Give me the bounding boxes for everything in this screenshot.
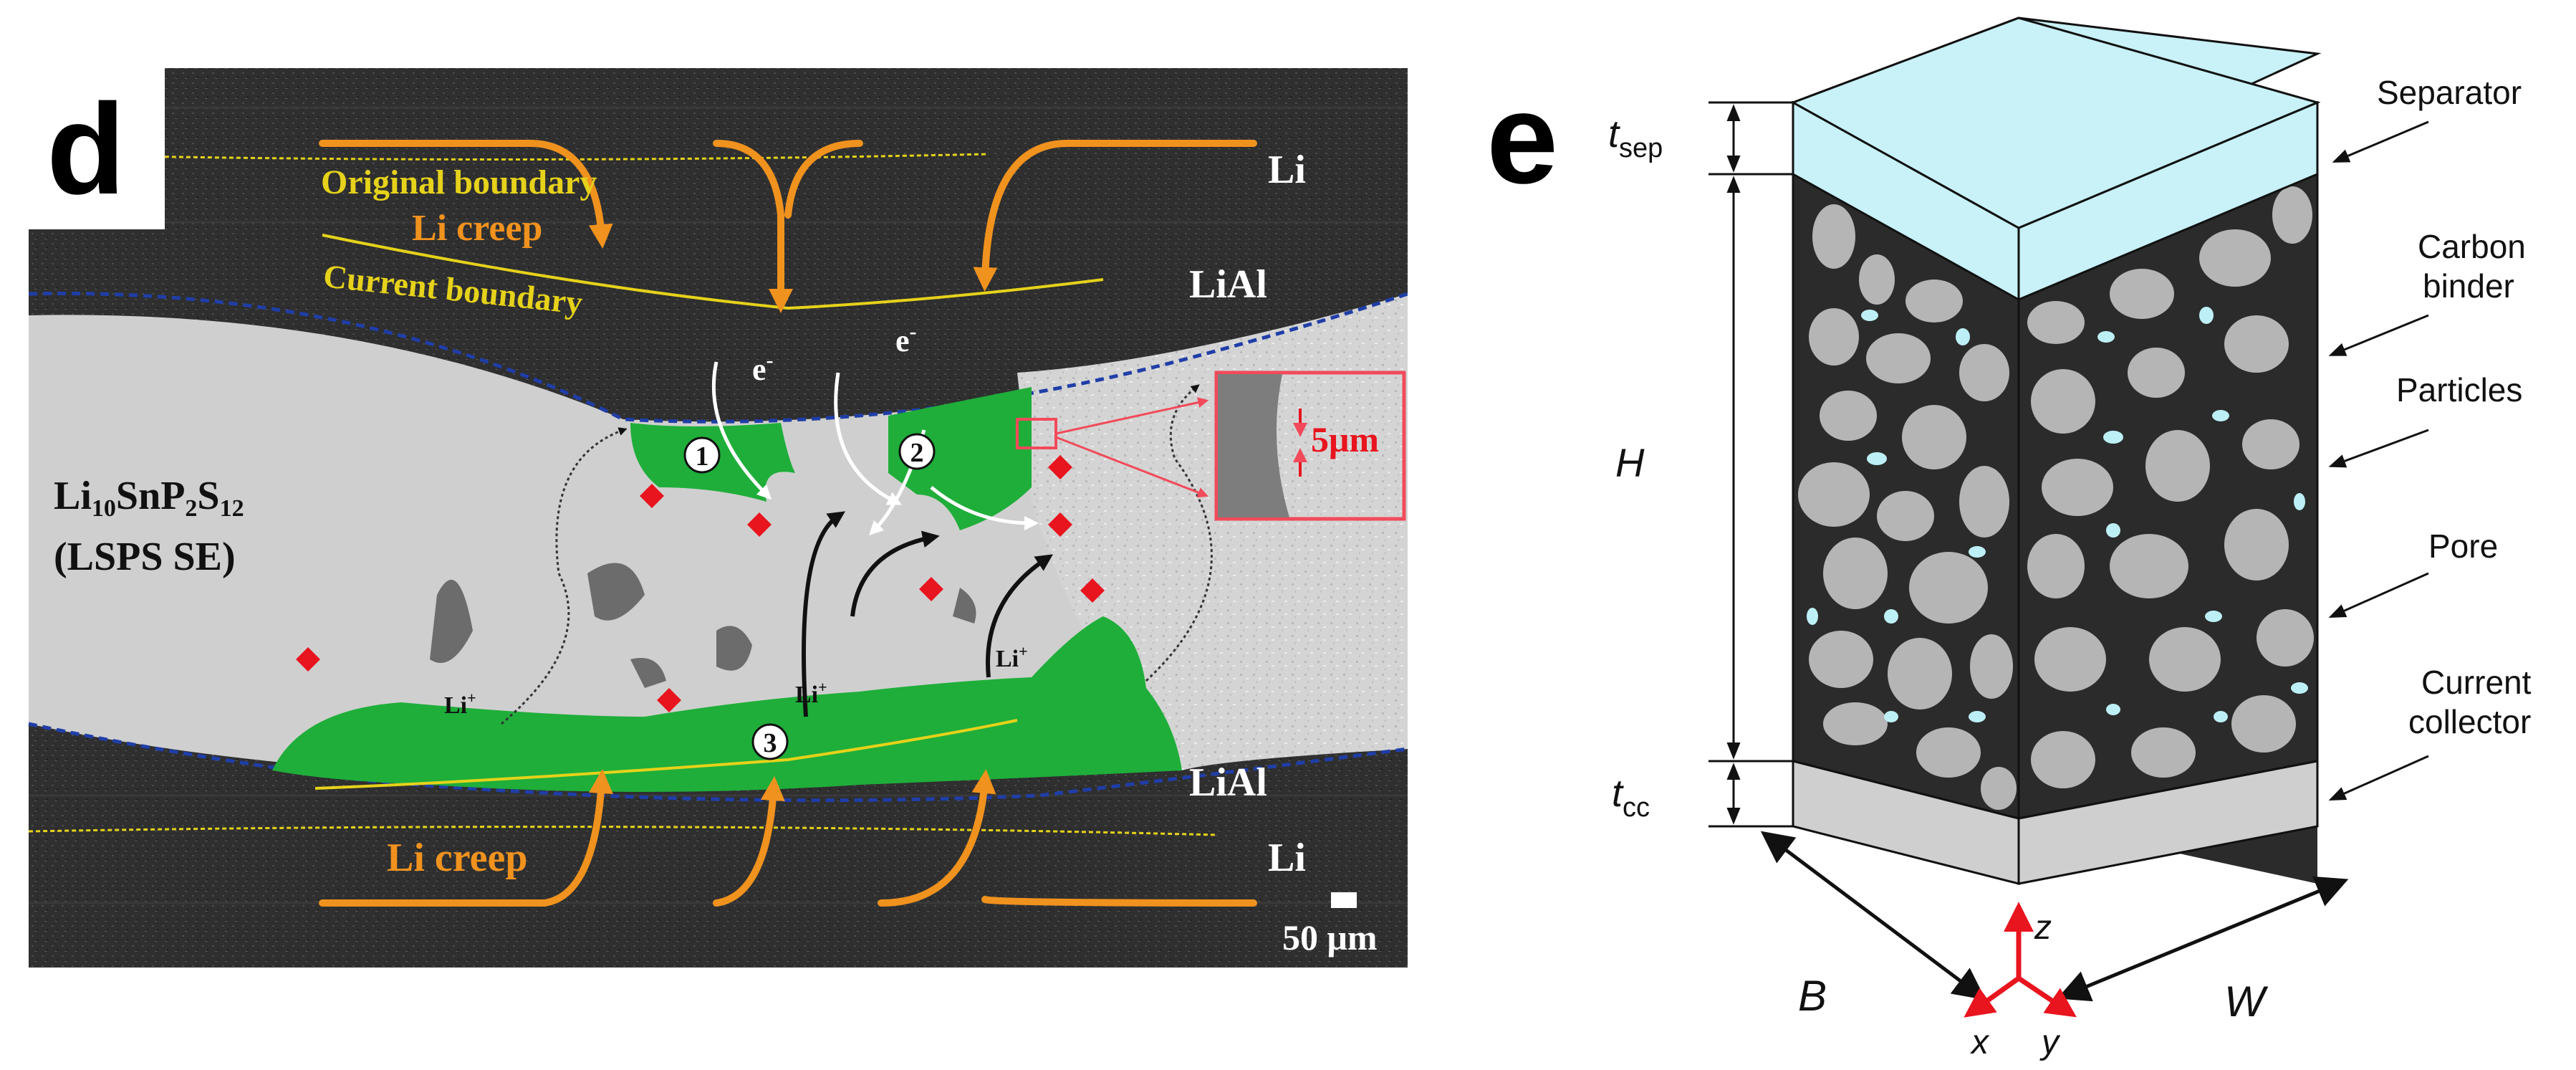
label-height: H: [1615, 440, 1645, 485]
label-pore: Pore: [2428, 527, 2498, 565]
label-carbon-binder-1: Carbon: [2418, 228, 2526, 265]
li-creep-arrows-top: [319, 140, 1257, 314]
label-li-creep-top: Li creep: [412, 208, 542, 249]
label-width-w: W: [2224, 978, 2269, 1026]
interface-line-top: [28, 292, 1408, 424]
label-li-ion-2: Li+: [795, 678, 827, 708]
inset-arrow-1: [1055, 397, 1209, 435]
coordinate-axes: [1964, 902, 2077, 1018]
label-original-boundary: Original boundary: [321, 163, 597, 201]
leader-arrows: [2328, 120, 2429, 801]
panel-d-text: d Original boundary Li creep Current bou…: [47, 77, 1379, 957]
label-scale-bar: 50 μm: [1282, 917, 1378, 957]
separator-top-face: [1790, 16, 2321, 229]
original-boundary-line: [28, 153, 989, 161]
panel-e: [1708, 16, 2429, 1018]
label-depth-b: B: [1798, 972, 1827, 1020]
label-electrolyte-formula: Li10SnP2S12: [54, 474, 244, 522]
panel-letter-e: e: [1486, 67, 1558, 211]
binder-left: [1807, 310, 1986, 722]
label-li-ion-3: Li+: [996, 642, 1028, 672]
panel-e-text: e tsep H tcc Separator Carbon binder Par…: [1486, 67, 2532, 1061]
dendrite-2: [888, 387, 1032, 530]
circle-marker-1: [683, 436, 721, 474]
label-t-cc: tcc: [1612, 772, 1650, 823]
particles-right: [2027, 186, 2314, 788]
panel-d: [0, 68, 1408, 968]
interface-line-bottom: [28, 722, 1408, 803]
inset-arrow-2: [1055, 436, 1208, 498]
li-ion-arrows: [802, 511, 1053, 717]
li-creep-arrows-bottom: [319, 769, 1257, 907]
label-axis-z: z: [2034, 909, 2052, 947]
inclusions: [430, 563, 976, 688]
label-particles: Particles: [2396, 371, 2522, 409]
bottom-original-line: [28, 826, 1219, 836]
red-markers: [296, 455, 1105, 712]
label-li-bottom: Li: [1268, 836, 1306, 880]
label-li-creep-bottom: Li creep: [387, 836, 527, 880]
circle-label-1: 1: [696, 441, 709, 472]
circle-label-3: 3: [764, 728, 777, 758]
label-t-sep: tsep: [1608, 113, 1663, 163]
label-electron-1: e-: [752, 348, 774, 387]
label-inset-scale: 5μm: [1311, 419, 1379, 459]
scale-bar: [1331, 892, 1357, 908]
label-lial-bottom: LiAl: [1189, 760, 1267, 805]
label-axis-y: y: [2039, 1023, 2061, 1061]
dendrite-3: [272, 616, 1182, 792]
label-electrolyte-abbrev: (LSPS SE): [54, 535, 236, 579]
collector-right: [2017, 760, 2319, 885]
panel-d-letter-box: [0, 68, 165, 229]
panel-letter-d: d: [47, 77, 125, 221]
label-carbon-binder-2: binder: [2423, 267, 2514, 305]
label-current-collector-2: collector: [2408, 703, 2531, 740]
label-li-ion-1: Li+: [444, 689, 476, 719]
circle-marker-2: [898, 433, 936, 470]
label-electron-2: e-: [895, 320, 917, 358]
label-axis-x: x: [1970, 1023, 1990, 1061]
binder-right: [2097, 307, 2308, 722]
dimension-lines: [1708, 101, 2349, 1002]
bottom-boundary-line: [314, 719, 1018, 790]
label-separator: Separator: [2377, 74, 2522, 111]
label-lial-top: LiAl: [1189, 262, 1267, 307]
circle-marker-3: [751, 723, 789, 760]
label-li-top: Li: [1268, 148, 1306, 192]
particles-left: [1798, 204, 2017, 810]
label-current-collector-1: Current: [2421, 664, 2532, 701]
inset-dark-region: [1218, 374, 1289, 517]
circle-label-2: 2: [910, 438, 924, 468]
